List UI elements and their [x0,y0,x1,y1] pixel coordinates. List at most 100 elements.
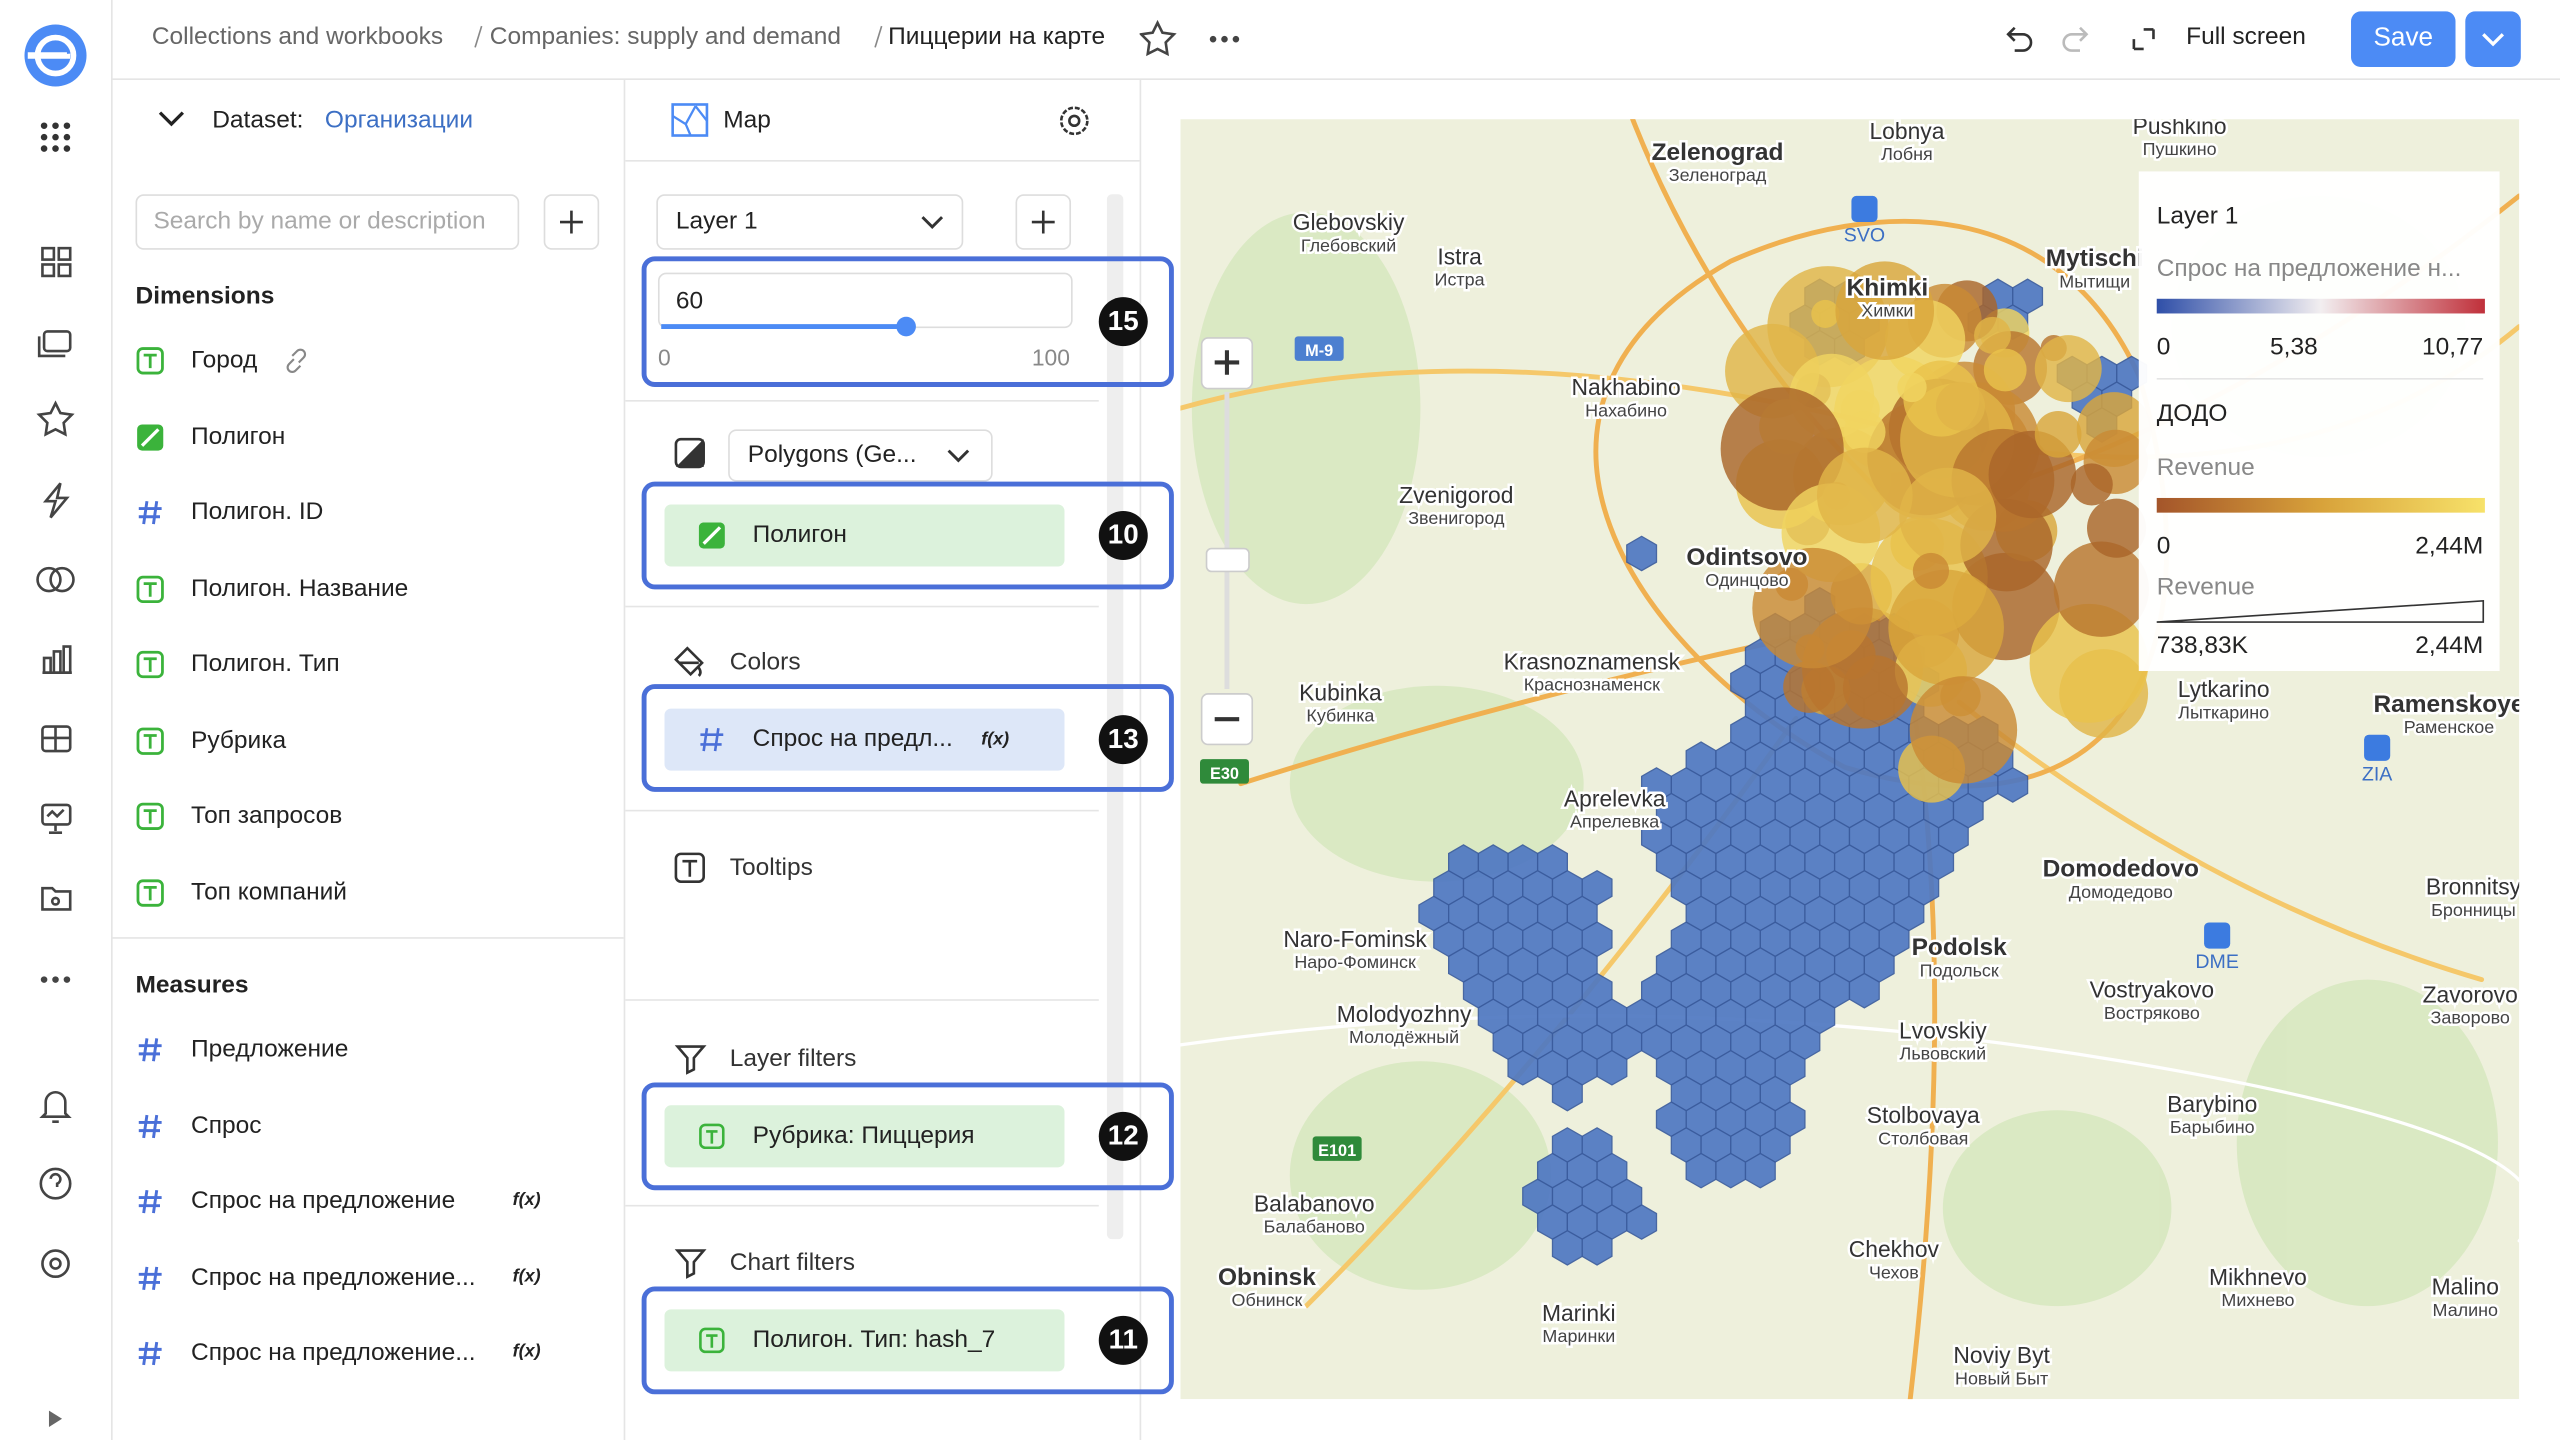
place-name: Istra [1437,243,1482,269]
place-name: Odintsovo [1686,544,1807,571]
bubble [1888,569,2004,686]
field-name: Предложение [191,1035,349,1063]
bubble [1974,316,2011,354]
connections-icon[interactable] [36,566,75,593]
colors-highlight [641,684,1174,792]
add-field-button[interactable] [543,194,600,250]
breadcrumb[interactable]: Collections and workbooks [151,22,444,51]
dataset-name[interactable]: Организации [324,106,474,134]
opacity-slider[interactable] [658,315,919,338]
favorite-button[interactable] [1139,19,1177,57]
breadcrumb[interactable]: Companies: supply and demand [489,22,842,51]
charts-icon[interactable] [42,645,72,674]
collections-icon[interactable] [37,330,72,358]
dashboards-icon[interactable] [41,725,72,753]
legend-layer: Layer 1 [2157,203,2239,230]
legend-group: ДОДО [2157,400,2228,427]
place-local-name: Кубинка [1306,706,1374,726]
settings-button[interactable] [1055,101,1094,140]
dimension-field[interactable]: Полигон. ID [134,496,591,532]
fullscreen-icon[interactable] [2132,28,2155,51]
road-shield [1294,336,1344,361]
search-input[interactable]: Search by name or description [135,194,520,250]
measures-title: Measures [135,971,249,1000]
road-number: E101 [1318,1142,1356,1160]
map-icon [671,103,709,137]
bubble [2034,410,2082,458]
measure-field[interactable]: Спрос на предложение... f(x) [134,1261,591,1297]
add-layer-button[interactable] [1015,194,1072,250]
filter-icon [674,1045,707,1075]
place-local-name: Нахабино [1585,400,1667,420]
measure-field[interactable]: Спрос [134,1109,591,1145]
measure-field[interactable]: Спрос на предложение... f(x) [134,1337,591,1373]
chart-filters-title: Chart filters [729,1248,855,1277]
dimension-field[interactable]: Полигон. Название [134,572,591,608]
settings-icon[interactable] [41,1249,70,1279]
place-name: Aprelevka [1564,786,1666,812]
place-local-name: Наро-Фоминск [1294,952,1416,972]
measure-field[interactable]: Предложение [134,1033,591,1069]
opacity-highlight [641,256,1174,387]
bubble [2070,463,2113,506]
collapse-icon[interactable] [155,108,188,131]
zoom-handle[interactable] [1205,547,1250,573]
grid-icon[interactable] [41,246,72,278]
redo-button[interactable] [2062,26,2089,52]
place-local-name: Чехов [1869,1262,1919,1282]
place-local-name: Новый Быт [1955,1368,2048,1388]
actions-icon[interactable] [42,482,70,519]
hexagon [1626,535,1658,572]
map[interactable]: ZelenogradЗеленоградLobnyaЛобняPushkinoП… [1180,119,2520,1400]
undo-button[interactable] [2006,26,2033,52]
geo-type: Polygons (Ge... [747,440,917,469]
favorites-icon[interactable] [36,400,75,437]
place-name: Malino [2432,1274,2499,1300]
more-icon[interactable] [40,976,71,983]
colors-chip[interactable]: Спрос на предл... f(x) [664,708,1065,771]
dimension-field[interactable]: Город [134,344,591,380]
place-local-name: Звенигород [1408,508,1505,528]
folder-icon[interactable] [41,886,72,911]
dimension-field[interactable]: Полигон. Тип [134,648,591,684]
dimension-field[interactable]: Топ компаний [134,876,591,912]
expand-icon[interactable] [48,1410,63,1427]
place-local-name: Пушкино [2143,139,2217,159]
geo-type-select[interactable]: Polygons (Ge... [728,429,993,482]
divider [625,160,1140,162]
place-local-name: Балабаново [1264,1217,1365,1237]
fullscreen-button[interactable]: Full screen [2186,22,2306,51]
geo-icon [674,437,705,469]
layer-select[interactable]: Layer 1 [656,194,964,250]
dimension-field[interactable]: Топ запросов [134,800,591,836]
legend-tick: 2,44M [2415,532,2483,559]
bubble [2034,335,2102,403]
visualization-name[interactable]: Map [723,106,771,134]
notifications-icon[interactable] [39,1090,72,1123]
measure-field[interactable]: Спрос на предложение f(x) [134,1185,591,1221]
place-name: Nakhabino [1572,374,1681,400]
layer-filter-chip[interactable]: Рубрика: Пиццерия [664,1105,1065,1168]
formula-icon: f(x) [512,1266,541,1286]
dimension-field[interactable]: Рубрика [134,724,591,760]
monitor-icon[interactable] [41,803,72,834]
divider [625,809,1099,812]
geo-chip[interactable]: Полигон [664,504,1065,567]
divider [625,605,1099,608]
more-button[interactable] [1209,35,1240,43]
dimension-field[interactable]: Полигон [134,420,591,456]
road-shield [1200,759,1249,784]
place-name: Ramenskoye [2373,691,2519,718]
apps-icon[interactable] [40,122,71,152]
title-actions [1139,19,1240,57]
save-button[interactable]: Save [2351,11,2456,67]
place-local-name: Подольск [1920,960,1999,980]
place-name: Zelenograd [1652,139,1784,166]
chart-filters-highlight [641,1286,1174,1395]
legend-tick: 0 [2157,333,2171,360]
chart-filter-chip[interactable]: Полигон. Тип: hash_7 [664,1309,1065,1372]
help-icon[interactable] [39,1167,72,1200]
save-menu-button[interactable] [2465,11,2521,67]
place-local-name: Малино [2433,1300,2499,1320]
